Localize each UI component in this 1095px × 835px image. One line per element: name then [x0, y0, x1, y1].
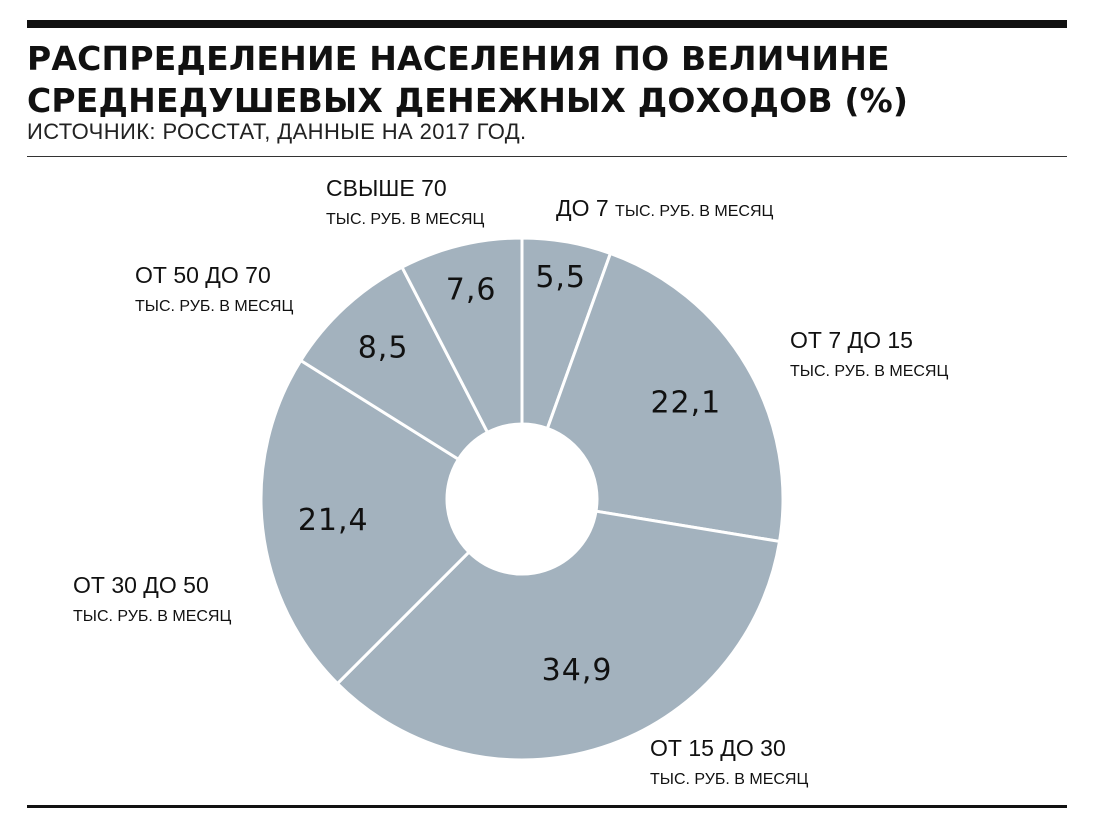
value-label-group: 5,5 22,1 34,9 21,4 8,5 7,6	[298, 260, 721, 688]
slice-2	[545, 251, 785, 543]
top-rule	[27, 20, 1067, 28]
value-label-2: 22,1	[650, 385, 721, 420]
bottom-rule	[27, 805, 1067, 808]
value-label-1: 5,5	[535, 260, 586, 295]
chart-title: РАСПРЕДЕЛЕНИЕ НАСЕЛЕНИЯ ПО ВЕЛИЧИНЕ СРЕД…	[27, 38, 1067, 122]
value-label-3: 34,9	[542, 653, 613, 688]
header-divider	[27, 156, 1067, 157]
category-label-6: СВЫШЕ 70	[326, 175, 447, 201]
category-unit-label-5: ТЫС. РУБ. В МЕСЯЦ	[135, 298, 293, 315]
value-label-5: 8,5	[358, 331, 409, 366]
category-label-group: ДО 7 ТЫС. РУБ. В МЕСЯЦ ОТ 7 ДО 15 ТЫС. РУБ…	[73, 175, 948, 788]
category-unit-label-4: ТЫС. РУБ. В МЕСЯЦ	[73, 608, 231, 625]
category-label-2: ОТ 7 ДО 15	[790, 327, 913, 353]
slice-group	[259, 236, 785, 762]
chart-title-line-1: РАСПРЕДЕЛЕНИЕ НАСЕЛЕНИЯ ПО ВЕЛИЧИНЕ	[27, 39, 890, 78]
category-unit-label-3: ТЫС. РУБ. В МЕСЯЦ	[650, 771, 808, 788]
category-label-3: ОТ 15 ДО 30	[650, 735, 786, 761]
slice-5	[299, 265, 490, 461]
category-label-1: ДО 7 ТЫС. РУБ. В МЕСЯЦ	[556, 195, 774, 221]
category-unit-label-2: ТЫС. РУБ. В МЕСЯЦ	[790, 363, 948, 380]
category-label-4: ОТ 30 ДО 50	[73, 572, 209, 598]
category-label-5: ОТ 50 ДО 70	[135, 262, 271, 288]
chart-title-line-2: СРЕДНЕДУШЕВЫХ ДЕНЕЖНЫХ ДОХОДОВ (%)	[27, 81, 909, 120]
value-label-6: 7,6	[446, 273, 497, 308]
slice-6	[400, 236, 524, 434]
chart-source: ИСТОЧНИК: РОССТАТ, ДАННЫЕ НА 2017 ГОД.	[27, 119, 527, 144]
value-label-4: 21,4	[298, 503, 369, 538]
slice-4	[259, 359, 471, 686]
category-unit-label-6: ТЫС. РУБ. В МЕСЯЦ	[326, 211, 484, 228]
